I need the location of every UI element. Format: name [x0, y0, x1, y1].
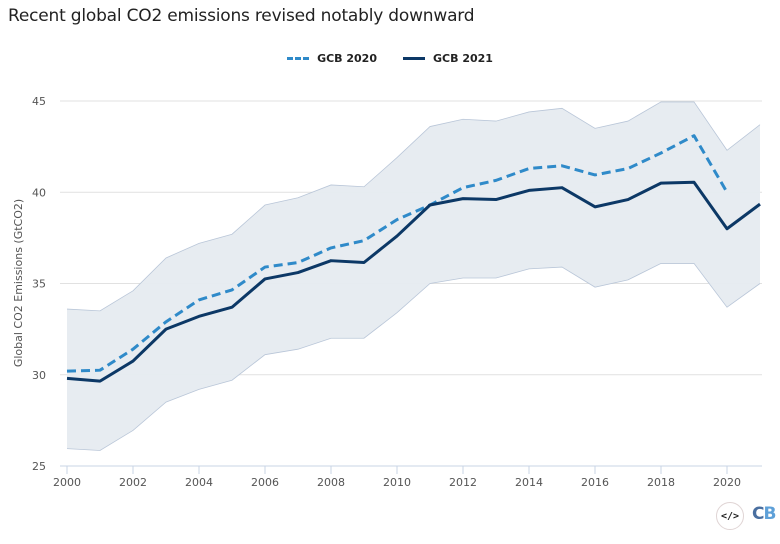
legend-label: GCB 2021 — [433, 52, 493, 65]
series-line-gcb-2021 — [66, 180, 761, 383]
y-axis-label: Global CO2 Emissions (GtCO2) — [12, 199, 25, 367]
x-tick-label: 2006 — [251, 476, 279, 489]
legend-item-gcb-2021[interactable]: GCB 2021 — [403, 52, 493, 65]
y-tick-label: 45 — [32, 95, 46, 108]
chart-title: Recent global CO2 emissions revised nota… — [8, 6, 475, 26]
legend-item-gcb-2020[interactable]: GCB 2020 — [287, 52, 377, 65]
logo-letter-c: C — [752, 504, 765, 524]
legend-swatch-solid — [403, 57, 425, 60]
y-tick-label: 40 — [32, 186, 46, 199]
embed-code-icon[interactable]: </> — [716, 502, 744, 530]
x-tick-label: 2016 — [581, 476, 609, 489]
legend-swatch-dashed — [287, 57, 310, 60]
x-tick-label: 2004 — [185, 476, 213, 489]
y-tick-label: 30 — [32, 369, 46, 382]
y-axis: 25 30 35 40 45 — [32, 95, 46, 473]
x-tick-label: 2008 — [317, 476, 345, 489]
x-tick-label: 2018 — [647, 476, 675, 489]
logo-letter-b: B — [763, 504, 776, 524]
legend-label: GCB 2020 — [317, 52, 377, 65]
carbon-brief-logo: CB — [752, 504, 776, 524]
x-tick-label: 2020 — [713, 476, 741, 489]
y-tick-label: 35 — [32, 278, 46, 291]
x-tick-label: 2000 — [53, 476, 81, 489]
legend: GCB 2020 GCB 2021 — [0, 52, 780, 65]
x-tick-label: 2014 — [515, 476, 543, 489]
band-upper-edge — [66, 101, 761, 312]
x-tick-label: 2012 — [449, 476, 477, 489]
band-lower-edge — [66, 263, 761, 451]
x-axis: 2000 2002 2004 2006 2008 2010 2012 2014 2016 2018… — [53, 466, 741, 489]
y-tick-label: 25 — [32, 460, 46, 473]
x-tick-label: 2002 — [119, 476, 147, 489]
series-lines — [66, 134, 761, 383]
x-tick-label: 2010 — [383, 476, 411, 489]
uncertainty-band — [66, 101, 761, 451]
series-line-gcb-2020 — [66, 134, 729, 373]
uncertainty-band-area — [67, 101, 760, 451]
